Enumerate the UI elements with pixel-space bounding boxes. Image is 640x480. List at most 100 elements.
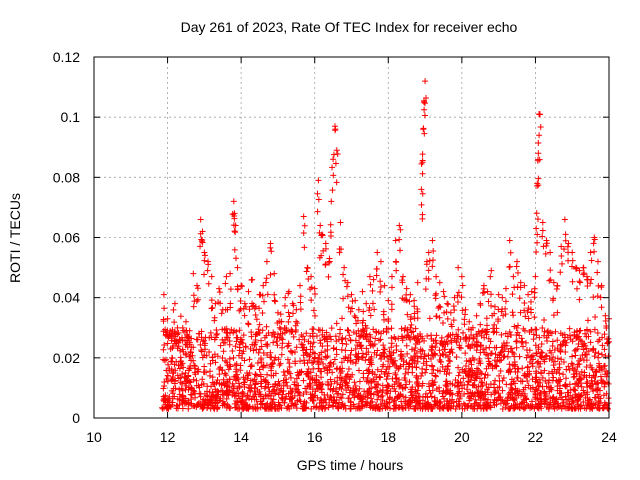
data-point [582, 342, 589, 349]
data-point [418, 186, 425, 193]
data-point [248, 329, 255, 336]
data-point [327, 221, 334, 228]
data-point [516, 295, 523, 302]
data-point [406, 298, 413, 305]
data-point [498, 331, 505, 338]
data-point [325, 273, 332, 280]
data-point [533, 350, 540, 357]
data-point [180, 327, 187, 334]
data-point [201, 400, 208, 407]
y-axis-ticks: 0 0.02 0.04 0.06 0.08 0.1 0.12 [53, 49, 609, 426]
data-point [380, 308, 387, 315]
data-point [459, 385, 466, 392]
data-point [502, 311, 509, 318]
data-point [230, 385, 237, 392]
data-point [405, 369, 412, 376]
data-point [374, 396, 381, 403]
data-point [386, 348, 393, 355]
data-point [497, 396, 504, 403]
data-point [322, 245, 329, 252]
data-point [598, 351, 605, 358]
data-point [380, 349, 387, 356]
data-point [495, 316, 502, 323]
data-point [544, 327, 551, 334]
data-point [271, 270, 278, 277]
data-point [378, 368, 385, 375]
data-point [350, 387, 357, 394]
data-point [467, 376, 474, 383]
data-point [514, 374, 521, 381]
data-point [161, 305, 168, 312]
data-point [316, 399, 323, 406]
data-point [521, 327, 528, 334]
data-point [584, 378, 591, 385]
data-point [554, 337, 561, 344]
data-point [240, 374, 247, 381]
data-point [223, 387, 230, 394]
data-point [231, 400, 238, 407]
data-point [346, 376, 353, 383]
data-point [491, 344, 498, 351]
data-point [208, 297, 215, 304]
data-point [518, 335, 525, 342]
data-point [460, 329, 467, 336]
data-point [201, 337, 208, 344]
data-point [521, 300, 528, 307]
data-point [389, 375, 396, 382]
data-point [226, 355, 233, 362]
x-tick-label: 18 [380, 429, 396, 445]
data-point [525, 291, 532, 298]
data-point [364, 400, 371, 407]
data-point [546, 402, 553, 409]
data-point [399, 295, 406, 302]
data-point [524, 308, 531, 315]
data-point [369, 300, 376, 307]
data-point [301, 336, 308, 343]
data-point [294, 382, 301, 389]
data-point [363, 402, 370, 409]
data-point [462, 311, 469, 318]
data-point [321, 365, 328, 372]
data-point [303, 389, 310, 396]
data-point [337, 326, 344, 333]
data-point [378, 401, 385, 408]
data-point [195, 401, 202, 408]
data-point [278, 318, 285, 325]
data-point [488, 291, 495, 298]
data-point [165, 396, 172, 403]
data-point [258, 378, 265, 385]
data-point [577, 355, 584, 362]
data-point [477, 402, 484, 409]
data-point [209, 389, 216, 396]
data-point [462, 350, 469, 357]
data-point [404, 311, 411, 318]
data-point [347, 308, 354, 315]
data-point [199, 239, 206, 246]
data-point [594, 405, 601, 412]
data-point [565, 363, 572, 370]
data-point [412, 325, 419, 332]
data-point [333, 179, 340, 186]
data-point [193, 298, 200, 305]
data-point [355, 350, 362, 357]
data-point [211, 314, 218, 321]
data-point [165, 361, 172, 368]
data-point [334, 390, 341, 397]
data-point [576, 393, 583, 400]
data-point [367, 342, 374, 349]
data-point [556, 370, 563, 377]
data-point [550, 354, 557, 361]
data-point [534, 359, 541, 366]
data-point [384, 381, 391, 388]
data-point [439, 393, 446, 400]
data-point [355, 393, 362, 400]
data-point [253, 346, 260, 353]
data-point [345, 327, 352, 334]
data-point [231, 215, 238, 222]
data-point [580, 264, 587, 271]
data-point [512, 365, 519, 372]
data-point [572, 391, 579, 398]
data-point [594, 269, 601, 276]
data-point [333, 386, 340, 393]
data-point [274, 331, 281, 338]
